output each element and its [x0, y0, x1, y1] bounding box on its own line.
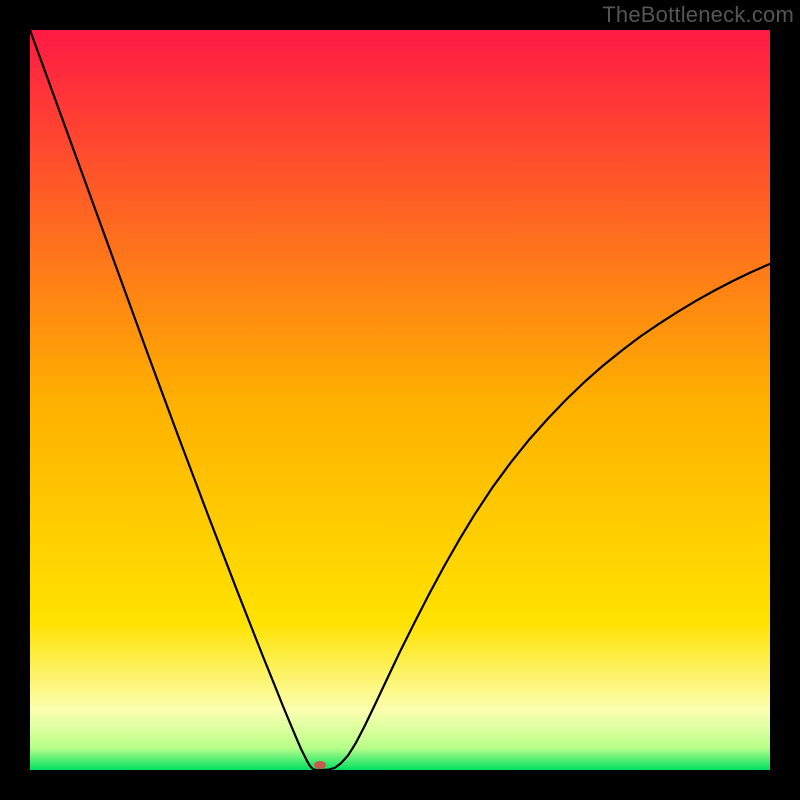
bottleneck-curve [30, 30, 770, 770]
minimum-marker [314, 761, 326, 769]
curve-layer [30, 30, 770, 770]
chart-frame: TheBottleneck.com [0, 0, 800, 800]
watermark-text: TheBottleneck.com [602, 2, 794, 28]
plot-area [30, 30, 770, 770]
